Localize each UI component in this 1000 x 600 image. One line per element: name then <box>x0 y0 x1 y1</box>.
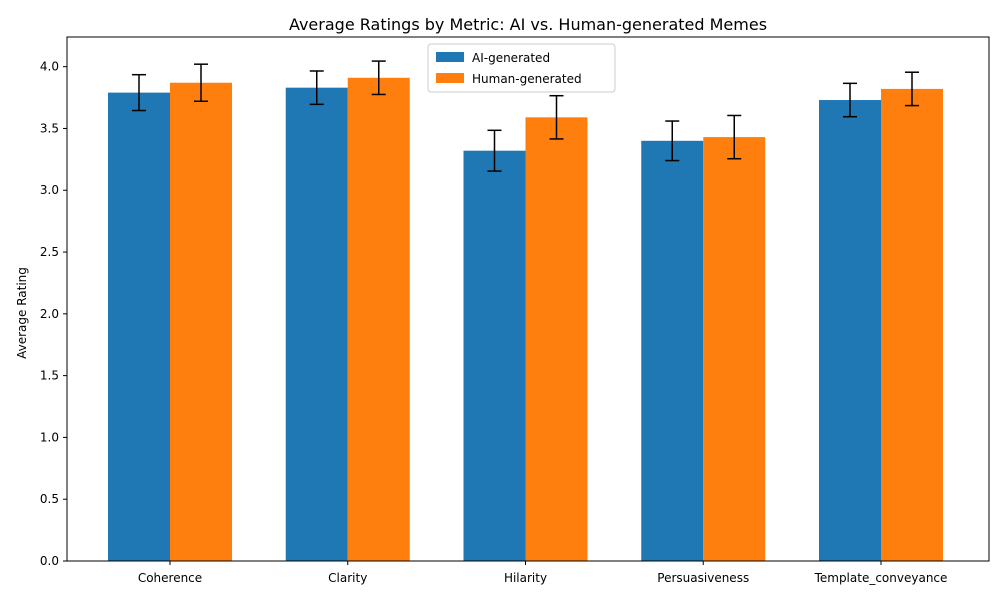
x-tick-label-hilarity: Hilarity <box>504 571 547 585</box>
legend-box <box>427 43 616 93</box>
x-tick-label-coherence: Coherence <box>138 571 202 585</box>
x-tick-label-persuasiveness: Persuasiveness <box>657 571 749 585</box>
error-bar-human-hilarity <box>549 94 564 140</box>
error-bar-ai-persuasiveness <box>665 120 680 162</box>
x-tick-label-clarity: Clarity <box>328 571 367 585</box>
bar-human-hilarity <box>525 117 588 561</box>
bar-ai-persuasiveness <box>641 140 704 561</box>
error-bar-human-clarity <box>371 60 386 96</box>
y-tick-label: 2.0 <box>40 307 59 321</box>
error-bar-ai-hilarity <box>487 129 502 172</box>
plot-frame <box>66 36 990 562</box>
bar-ai-hilarity <box>463 150 526 561</box>
bar-human-persuasiveness <box>703 137 766 562</box>
bars-group <box>108 77 943 562</box>
error-bars-group <box>132 60 919 172</box>
y-tick-label: 1.0 <box>40 430 59 444</box>
bar-ai-coherence <box>108 92 170 561</box>
x-tick-label-template_conveyance: Template_conveyance <box>814 571 948 585</box>
error-bar-human-template_conveyance <box>905 71 919 107</box>
error-bar-human-coherence <box>194 63 208 103</box>
bar-human-clarity <box>347 77 410 561</box>
bar-human-coherence <box>170 82 232 562</box>
legend: AI-generated Human-generated <box>427 43 616 93</box>
y-tick-label: 4.0 <box>40 60 59 74</box>
error-bar-ai-clarity <box>309 70 324 106</box>
error-bar-ai-coherence <box>132 73 146 112</box>
y-tick-label: 0.0 <box>40 554 59 568</box>
error-bar-human-persuasiveness <box>727 114 742 160</box>
legend-swatch-human <box>436 73 464 83</box>
y-tick-label: 3.5 <box>40 121 59 135</box>
legend-swatch-ai <box>436 52 464 62</box>
y-axis-label: Average Rating <box>15 267 29 359</box>
y-axis: 0.0 0.5 1.0 1.5 2.0 2.5 3.0 3.5 4.0 <box>40 60 67 568</box>
bar-ai-template_conveyance <box>819 100 881 561</box>
bar-ai-clarity <box>285 87 348 562</box>
legend-label-human: Human-generated <box>472 72 582 86</box>
y-tick-label: 0.5 <box>40 492 59 506</box>
y-tick-label: 2.5 <box>40 245 59 259</box>
legend-label-ai: AI-generated <box>472 51 550 65</box>
bar-human-template_conveyance <box>881 88 943 561</box>
error-bar-ai-template_conveyance <box>843 82 857 118</box>
x-axis: Coherence Clarity Hilarity Persuasiveness Te… <box>138 561 948 585</box>
y-tick-label: 3.0 <box>40 183 59 197</box>
y-tick-label: 1.5 <box>40 369 59 383</box>
chart-title: Average Ratings by Metric: AI vs. Human-… <box>289 15 767 34</box>
